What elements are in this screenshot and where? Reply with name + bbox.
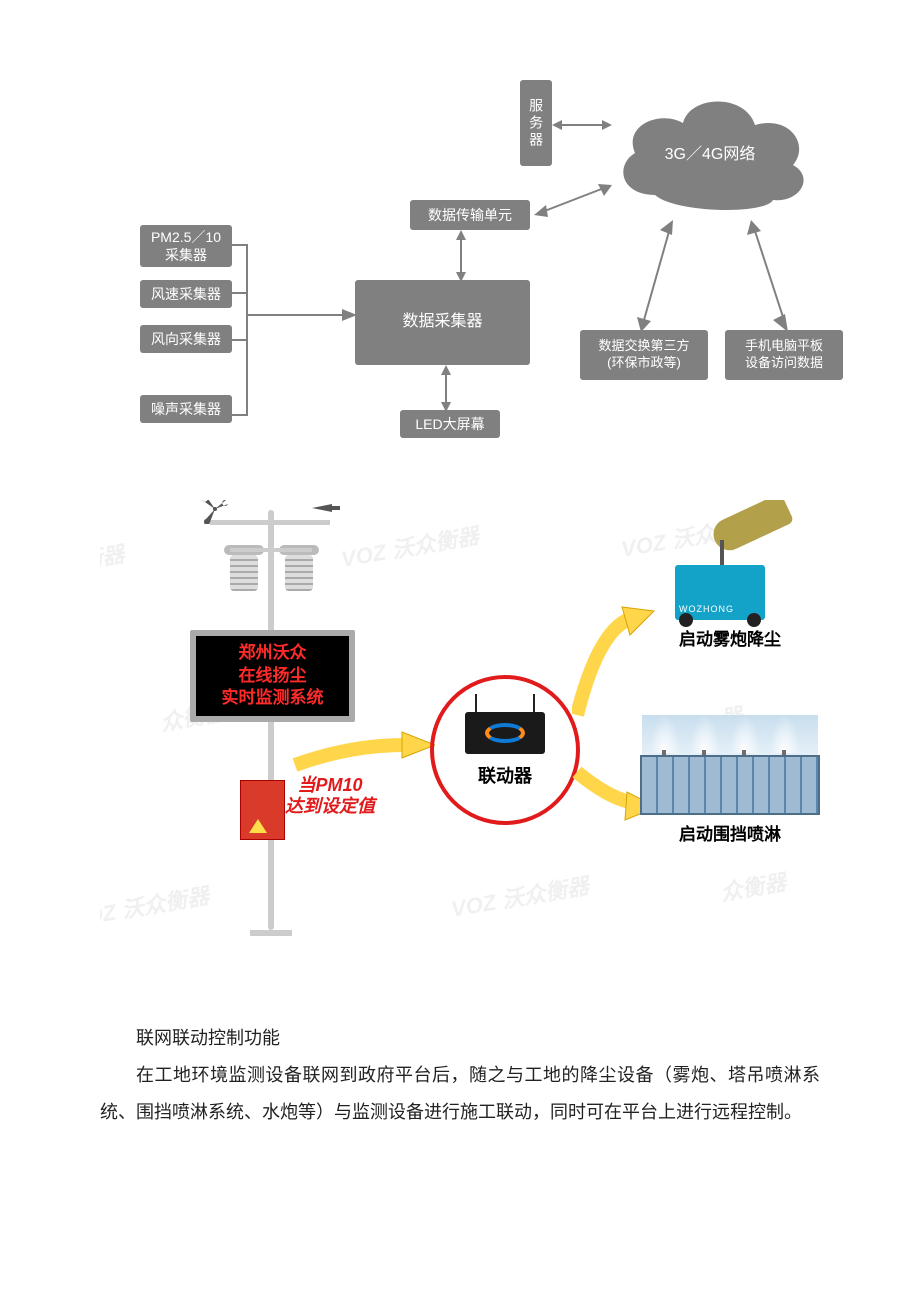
arrow-cloud-thirdparty	[630, 220, 680, 332]
node-collector: 数据采集器	[355, 280, 530, 365]
watermark: 衡器	[100, 536, 126, 575]
sprinkler-icon	[640, 715, 820, 815]
sensor-shield-icon	[230, 555, 258, 591]
arrow-server-cloud	[552, 115, 612, 135]
anemometer-icon	[200, 500, 230, 524]
flow-arrow-1	[290, 730, 435, 780]
sensor-bracket	[232, 235, 262, 430]
fog-machine-icon: WOZHONG	[665, 520, 795, 620]
node-wind-speed: 风速采集器	[140, 280, 232, 308]
arrow-dtu-collector	[453, 230, 469, 282]
node-third-party: 数据交换第三方 (环保市政等)	[580, 330, 708, 380]
trigger-label: 当PM10 达到设定值	[285, 775, 375, 816]
arrow-cloud-dtu	[532, 180, 614, 220]
cloud-label: 3G／4G网络	[605, 140, 815, 164]
control-box-icon	[240, 780, 285, 840]
section-paragraph: 在工地环境监测设备联网到政府平台后，随之与工地的降尘设备（雾炮、塔吊喷淋系统、围…	[100, 1057, 820, 1131]
result-fog-label: 启动雾炮降尘	[630, 625, 820, 650]
node-noise: 噪声采集器	[140, 395, 232, 423]
result-sprinkler-label: 启动围挡喷淋	[630, 820, 820, 845]
arrow-cloud-devices	[740, 220, 800, 332]
linkage-control-diagram: 衡器 VOZ 沃众衡器 VOZ 沃众衡器 众衡器 VOZ 沃众衡器 VOZ 沃众…	[100, 500, 820, 980]
arrow-sensors-collector	[262, 305, 357, 325]
network-architecture-diagram: 服务器 3G／4G网络 数据传输单元 PM2.5／10 采集器 风速采集器 风向…	[100, 80, 820, 480]
sensor-shield-icon	[285, 555, 313, 591]
result-fog: WOZHONG 启动雾炮降尘	[630, 520, 820, 650]
watermark: 众衡器	[718, 865, 789, 908]
node-dtu: 数据传输单元	[410, 200, 530, 230]
node-led: LED大屏幕	[400, 410, 500, 438]
node-server: 服务器	[520, 80, 552, 166]
linkage-device-icon	[465, 712, 545, 754]
watermark: VOZ 沃众衡器	[448, 868, 591, 924]
node-wind-dir: 风向采集器	[140, 325, 232, 353]
node-devices: 手机电脑平板 设备访问数据	[725, 330, 843, 380]
node-pm: PM2.5／10 采集器	[140, 225, 232, 267]
arrow-collector-led	[438, 365, 454, 412]
body-text: 联网联动控制功能 在工地环境监测设备联网到政府平台后，随之与工地的降尘设备（雾炮…	[100, 1020, 820, 1131]
linkage-device: 联动器	[430, 675, 580, 825]
result-sprinkler: 启动围挡喷淋	[630, 715, 820, 845]
section-heading: 联网联动控制功能	[100, 1020, 820, 1057]
wind-vane-icon	[312, 500, 342, 530]
linkage-label: 联动器	[478, 762, 532, 788]
led-display: 郑州沃众 在线扬尘 实时监测系统	[190, 630, 355, 722]
node-cloud: 3G／4G网络	[605, 85, 815, 220]
